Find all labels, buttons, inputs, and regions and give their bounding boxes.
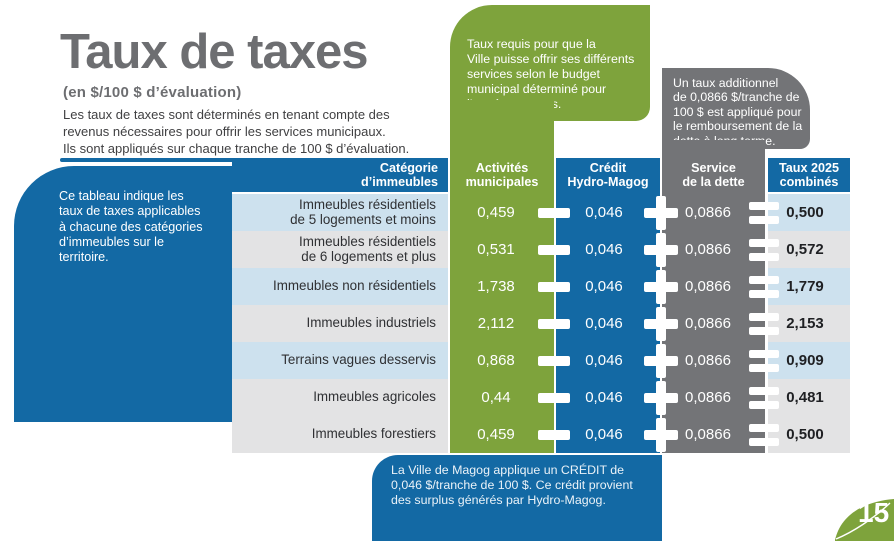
row-category-cell: Immeubles résidentiels de 6 logements et… bbox=[232, 231, 448, 268]
minus-operator-icon bbox=[538, 356, 570, 366]
minus-operator-icon bbox=[538, 245, 570, 255]
column-header-category: Catégorie d’immeubles bbox=[232, 158, 448, 192]
row-combined-cell: 2,153 bbox=[768, 305, 850, 342]
equals-operator-icon bbox=[749, 202, 779, 224]
plus-operator-icon bbox=[644, 233, 678, 267]
row-combined-cell: 0,909 bbox=[768, 342, 850, 379]
column-header-debt: Service de la dette bbox=[682, 160, 745, 189]
column-header-credit: Crédit Hydro-Magog bbox=[567, 160, 649, 189]
row-category-cell: Immeubles forestiers bbox=[232, 416, 448, 453]
gray-callout: Un taux additionnel de 0,0866 $/tranche … bbox=[662, 68, 810, 149]
row-category-cell: Immeubles non résidentiels bbox=[232, 268, 448, 305]
row-credit-value: 0,046 bbox=[585, 315, 623, 332]
row-credit-value: 0,046 bbox=[585, 426, 623, 443]
page-subtitle: (en $/100 $ d’évaluation) bbox=[63, 84, 242, 101]
page-number: 15 bbox=[858, 497, 890, 528]
intro-text: Les taux de taxes sont déterminés en ten… bbox=[63, 107, 410, 156]
table-description-callout: Ce tableau indique les taux de taxes app… bbox=[14, 166, 232, 422]
row-category-cell: Immeubles résidentiels de 5 logements et… bbox=[232, 194, 448, 231]
row-municipal-value: 0,44 bbox=[481, 389, 511, 406]
minus-operator-icon bbox=[538, 282, 570, 292]
minus-operator-icon bbox=[538, 430, 570, 440]
municipal-column-strip bbox=[450, 100, 554, 453]
row-debt-value: 0,0866 bbox=[685, 278, 731, 295]
debt-column-strip bbox=[662, 140, 765, 453]
row-combined-cell: 0,500 bbox=[768, 416, 850, 453]
equals-operator-icon bbox=[749, 313, 779, 335]
minus-operator-icon bbox=[538, 319, 570, 329]
row-municipal-value: 0,531 bbox=[477, 241, 515, 258]
row-debt-value: 0,0866 bbox=[685, 315, 731, 332]
row-category-cell: Immeubles industriels bbox=[232, 305, 448, 342]
plus-operator-icon bbox=[644, 196, 678, 230]
column-header-municipal: Activités municipales bbox=[465, 160, 539, 189]
column-header-combined: Taux 2025 combinés bbox=[768, 158, 850, 192]
page-title: Taux de taxes bbox=[60, 25, 368, 79]
row-debt-value: 0,0866 bbox=[685, 426, 731, 443]
row-combined-cell: 0,481 bbox=[768, 379, 850, 416]
row-combined-cell: 0,572 bbox=[768, 231, 850, 268]
row-category-cell: Immeubles agricoles bbox=[232, 379, 448, 416]
plus-operator-icon bbox=[644, 381, 678, 415]
row-debt-value: 0,0866 bbox=[685, 204, 731, 221]
credit-column-strip bbox=[556, 158, 660, 453]
plus-operator-icon bbox=[644, 418, 678, 452]
row-debt-value: 0,0866 bbox=[685, 352, 731, 369]
gray-callout-text: Un taux additionnel de 0,0866 $/tranche … bbox=[673, 76, 803, 148]
row-municipal-value: 0,459 bbox=[477, 204, 515, 221]
row-combined-cell: 0,500 bbox=[768, 194, 850, 231]
row-debt-value: 0,0866 bbox=[685, 389, 731, 406]
equals-operator-icon bbox=[749, 350, 779, 372]
page-number-leaf: 15 bbox=[833, 497, 894, 541]
credit-note-callout: La Ville de Magog applique un CRÉDIT de … bbox=[372, 455, 662, 541]
row-credit-value: 0,046 bbox=[585, 278, 623, 295]
table-description-text: Ce tableau indique les taux de taxes app… bbox=[59, 189, 203, 265]
equals-operator-icon bbox=[749, 387, 779, 409]
plus-operator-icon bbox=[644, 307, 678, 341]
row-combined-cell: 1,779 bbox=[768, 268, 850, 305]
row-credit-value: 0,046 bbox=[585, 389, 623, 406]
row-debt-value: 0,0866 bbox=[685, 241, 731, 258]
row-credit-value: 0,046 bbox=[585, 352, 623, 369]
header-rule bbox=[60, 158, 300, 162]
equals-operator-icon bbox=[749, 424, 779, 446]
row-credit-value: 0,046 bbox=[585, 241, 623, 258]
minus-operator-icon bbox=[538, 208, 570, 218]
credit-note-text: La Ville de Magog applique un CRÉDIT de … bbox=[391, 463, 633, 508]
plus-operator-icon bbox=[644, 270, 678, 304]
plus-operator-icon bbox=[644, 344, 678, 378]
green-callout-text: Taux requis pour que la Ville puisse off… bbox=[467, 37, 635, 111]
row-municipal-value: 2,112 bbox=[477, 315, 515, 332]
minus-operator-icon bbox=[538, 393, 570, 403]
row-municipal-value: 0,459 bbox=[477, 426, 515, 443]
row-municipal-value: 0,868 bbox=[477, 352, 515, 369]
leaf-icon bbox=[835, 499, 894, 541]
row-municipal-value: 1,738 bbox=[477, 278, 515, 295]
row-credit-value: 0,046 bbox=[585, 204, 623, 221]
equals-operator-icon bbox=[749, 239, 779, 261]
row-category-cell: Terrains vagues desservis bbox=[232, 342, 448, 379]
equals-operator-icon bbox=[749, 276, 779, 298]
